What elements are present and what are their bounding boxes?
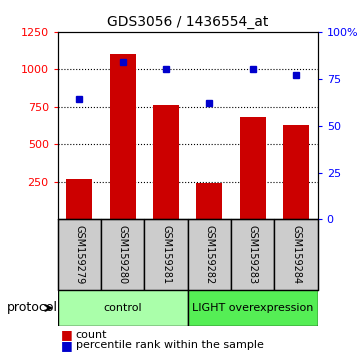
Bar — [283, 125, 309, 219]
Text: GSM159283: GSM159283 — [248, 225, 258, 285]
Bar — [58, 290, 188, 326]
Title: GDS3056 / 1436554_at: GDS3056 / 1436554_at — [107, 16, 269, 29]
Bar — [58, 219, 101, 290]
Bar — [144, 219, 188, 290]
Text: control: control — [104, 303, 142, 313]
Bar — [240, 118, 266, 219]
Bar — [231, 219, 274, 290]
Bar — [110, 55, 136, 219]
Text: ■: ■ — [61, 339, 73, 352]
Text: LIGHT overexpression: LIGHT overexpression — [192, 303, 313, 313]
Text: GSM159281: GSM159281 — [161, 225, 171, 285]
Text: GSM159279: GSM159279 — [74, 225, 84, 285]
Text: ■: ■ — [61, 328, 73, 341]
Bar — [66, 179, 92, 219]
Text: GSM159282: GSM159282 — [204, 225, 214, 285]
Text: GSM159284: GSM159284 — [291, 225, 301, 285]
Text: count: count — [76, 330, 107, 339]
Text: percentile rank within the sample: percentile rank within the sample — [76, 340, 264, 350]
Bar — [196, 183, 222, 219]
Bar — [188, 219, 231, 290]
Bar — [188, 290, 318, 326]
Bar — [153, 105, 179, 219]
Text: protocol: protocol — [7, 302, 58, 314]
Text: GSM159280: GSM159280 — [118, 225, 128, 285]
Bar — [101, 219, 144, 290]
Bar — [274, 219, 318, 290]
